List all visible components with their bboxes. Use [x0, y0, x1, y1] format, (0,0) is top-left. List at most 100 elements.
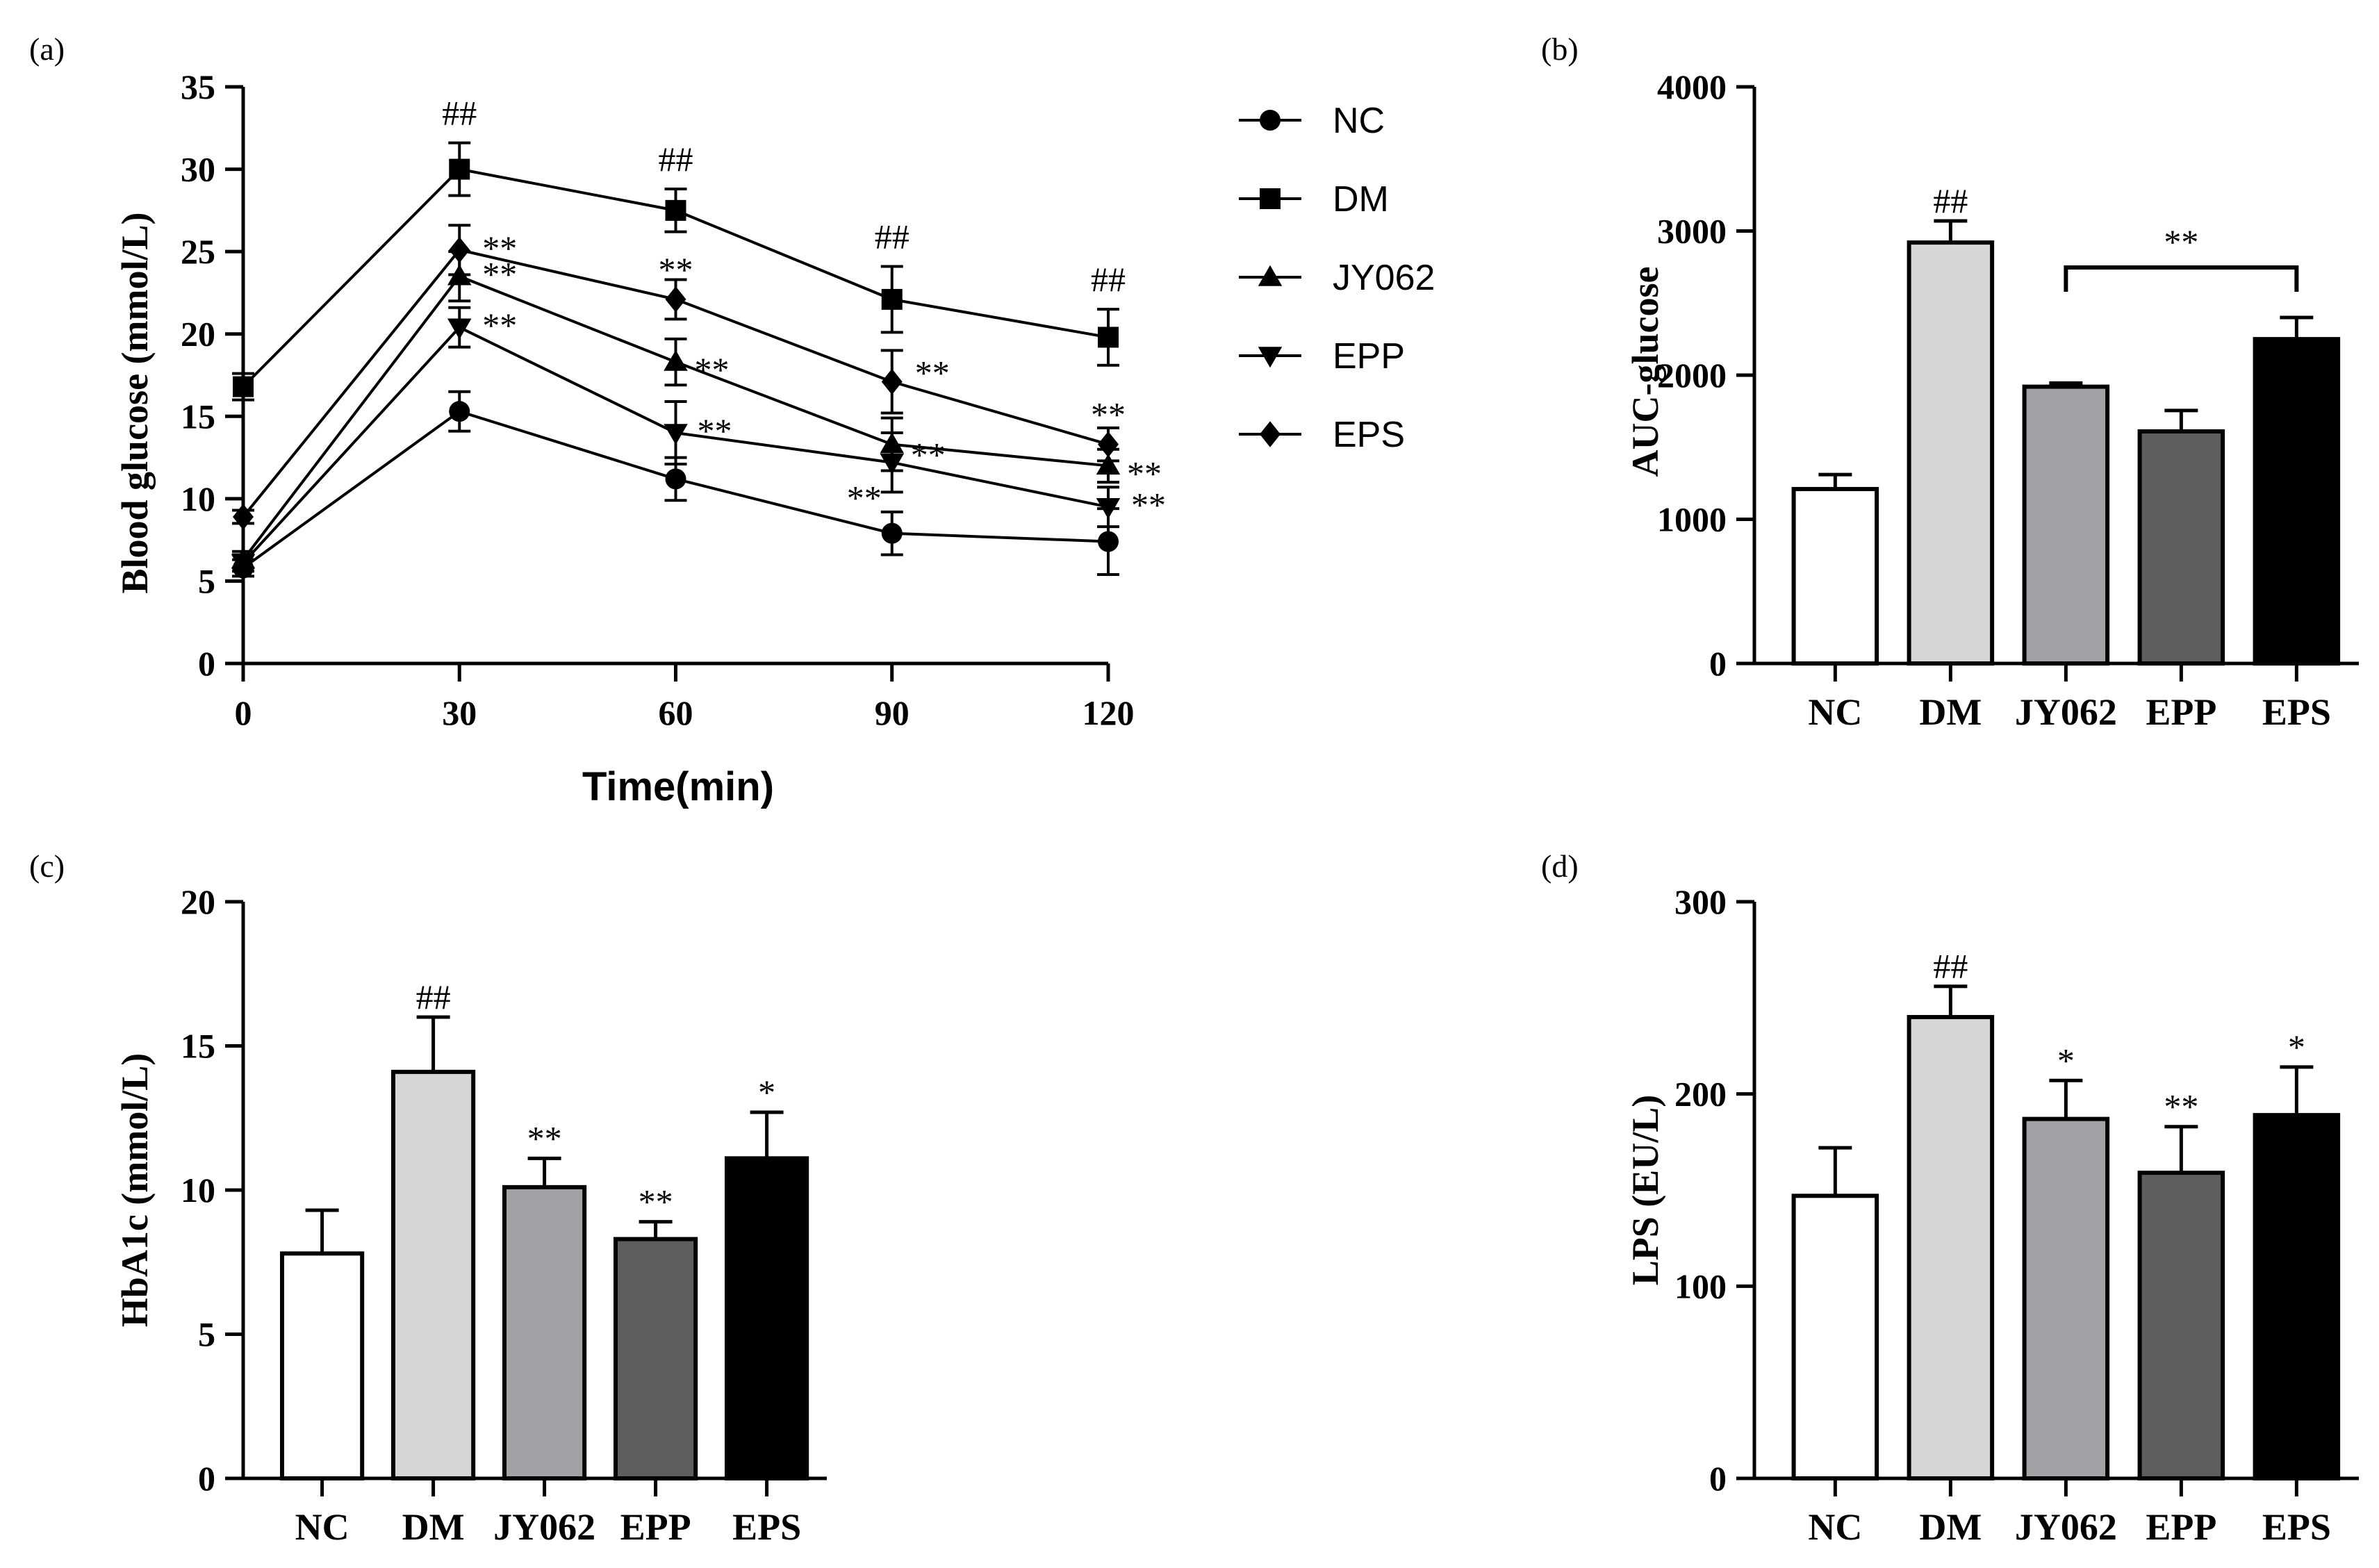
panel-b-category-label-JY062: JY062 — [2015, 691, 2117, 733]
data-point-DM — [449, 158, 470, 180]
legend-label-EPS: EPS — [1333, 415, 1405, 455]
panel-c-significance-annotation: ** — [639, 1182, 673, 1221]
panel-a-x-tick-label: 60 — [659, 693, 693, 732]
panel-c-category-label-NC: NC — [295, 1506, 349, 1548]
panel-c-significance-annotation: * — [758, 1073, 775, 1112]
panel-c-y-tick-label: 15 — [181, 1027, 215, 1066]
panel-b-y-axis-label: AUC-glucose — [1624, 267, 1666, 477]
panel-b-bar-JY062 — [2022, 384, 2110, 666]
panel-b-letter: (b) — [1541, 31, 1579, 67]
panel-c-significance-annotation: ## — [416, 977, 451, 1016]
panel-c-y-tick-label: 20 — [181, 882, 215, 921]
panel-d-significance-annotation: ## — [1933, 947, 1968, 986]
panel-d-category-label-EPS: EPS — [2262, 1506, 2331, 1548]
panel-a-legend: NC DM JY062 EPP EPS — [1239, 101, 1435, 455]
panel-a-y-tick-label: 20 — [181, 315, 215, 354]
panel-b-category-label-EPP: EPP — [2146, 691, 2216, 733]
significance-annotation: ** — [1091, 395, 1126, 434]
significance-annotation: ** — [1127, 454, 1162, 493]
panel-d-y-tick-label: 300 — [1674, 882, 1727, 921]
panel-a-y-tick-label: 0 — [198, 644, 215, 683]
panel-c-error-bar-EPP — [639, 1220, 673, 1239]
panel-a-y-tick-label: 25 — [181, 232, 215, 271]
panel-c-error-bar-JY062 — [527, 1156, 561, 1187]
panel-a-x-axis-label: Time(min) — [582, 764, 774, 809]
significance-annotation: ** — [915, 353, 950, 392]
panel-b-category-label-DM: DM — [1919, 691, 1982, 733]
significance-annotation: ** — [482, 306, 517, 345]
panel-c-letter: (c) — [29, 848, 65, 884]
panel-d-error-bar-NC — [1818, 1146, 1852, 1196]
panel-a-y-tick-label: 15 — [181, 397, 215, 436]
panel-d-bar-DM — [1907, 1015, 1995, 1480]
significance-annotation: ## — [442, 94, 477, 133]
panel-a-y-tick-label: 5 — [198, 561, 215, 600]
panel-b-error-bar-EPS — [2280, 315, 2314, 340]
data-point-EPS — [449, 237, 470, 263]
panel-d-error-bar-DM — [1934, 984, 1968, 1017]
panel-d-category-label-NC: NC — [1808, 1506, 1862, 1548]
panel-b-y-tick-label: 2000 — [1657, 356, 1727, 395]
panel-d-y-axis-label: LPS (EU/L) — [1624, 1095, 1666, 1286]
panel-d-letter: (d) — [1541, 848, 1579, 884]
panel-c-error-bar-DM — [416, 1015, 450, 1072]
data-point-DM — [665, 199, 686, 221]
panel-c-category-label-DM: DM — [402, 1506, 465, 1548]
panel-a-y-axis-label: Blood glucose (mmol/L) — [114, 213, 156, 594]
panel-b-y-tick-label: 0 — [1709, 644, 1727, 683]
significance-annotation: ** — [482, 229, 517, 267]
panel-c-y-tick-label: 5 — [198, 1315, 215, 1354]
panel-d-bar-EPP — [2137, 1171, 2225, 1480]
panel-b-error-bar-NC — [1818, 472, 1852, 489]
panel-c-y-tick-label: 0 — [198, 1459, 215, 1498]
panel-b-category-label-EPS: EPS — [2262, 691, 2331, 733]
panel-c-bar-EPS — [725, 1156, 809, 1480]
panel-b-bar-DM — [1907, 240, 1995, 666]
panel-b-bracket-annotation: ** — [2164, 222, 2198, 261]
panel-c-y-axis-label: HbA1c (mmol/L) — [114, 1053, 156, 1327]
legend-marker-JY062 — [1258, 265, 1283, 286]
panel-c-y-tick-label: 10 — [181, 1171, 215, 1210]
panel-b-comparison-bracket — [2064, 265, 2299, 292]
significance-annotation: ## — [1091, 260, 1126, 299]
panel-c-significance-annotation: ** — [527, 1119, 562, 1157]
legend-label-DM: DM — [1333, 179, 1389, 220]
panel-a-x-tick-label: 90 — [875, 693, 909, 732]
data-point-EPP — [1096, 497, 1121, 519]
panel-a-x-tick-label: 120 — [1083, 693, 1135, 732]
significance-annotation: ** — [482, 255, 517, 294]
panel-d-bar-EPS — [2253, 1113, 2341, 1480]
data-point-DM — [881, 288, 903, 310]
panel-a-y-tick-label: 30 — [181, 150, 215, 189]
panel-b-y-tick-label: 1000 — [1657, 500, 1727, 539]
significance-annotation: ** — [847, 479, 882, 518]
panel-c-category-label-EPP: EPP — [620, 1506, 691, 1548]
panel-c-bar-NC — [280, 1251, 365, 1481]
panel-c-category-label-JY062: JY062 — [493, 1506, 595, 1548]
panel-d-y-tick-label: 0 — [1709, 1459, 1727, 1498]
data-point-JY062 — [1096, 454, 1121, 475]
data-point-DM — [233, 376, 254, 397]
panel-a-y-tick-label: 10 — [181, 479, 215, 518]
significance-annotation: ** — [698, 411, 732, 450]
data-point-NC — [881, 522, 903, 544]
panel-d-significance-annotation: ** — [2164, 1087, 2198, 1126]
panel-d-category-label-JY062: JY062 — [2015, 1506, 2117, 1548]
data-point-EPS — [1098, 431, 1119, 458]
data-point-NC — [665, 468, 686, 490]
data-point-EPP — [664, 424, 688, 445]
significance-annotation: ** — [695, 350, 730, 389]
panel-d-bar-NC — [1791, 1194, 1879, 1481]
panel-d-significance-annotation: * — [2057, 1041, 2075, 1080]
data-point-DM — [1098, 327, 1119, 348]
panel-b-error-bar-DM — [1934, 219, 1968, 243]
panel-d-error-bar-JY062 — [2049, 1078, 2083, 1119]
panel-b-category-label-NC: NC — [1808, 691, 1862, 733]
panel-d-y-tick-label: 200 — [1674, 1075, 1727, 1114]
data-point-EPS — [881, 368, 903, 395]
panel-d-category-label-DM: DM — [1919, 1506, 1982, 1548]
panel-c-bar-EPP — [614, 1237, 698, 1481]
